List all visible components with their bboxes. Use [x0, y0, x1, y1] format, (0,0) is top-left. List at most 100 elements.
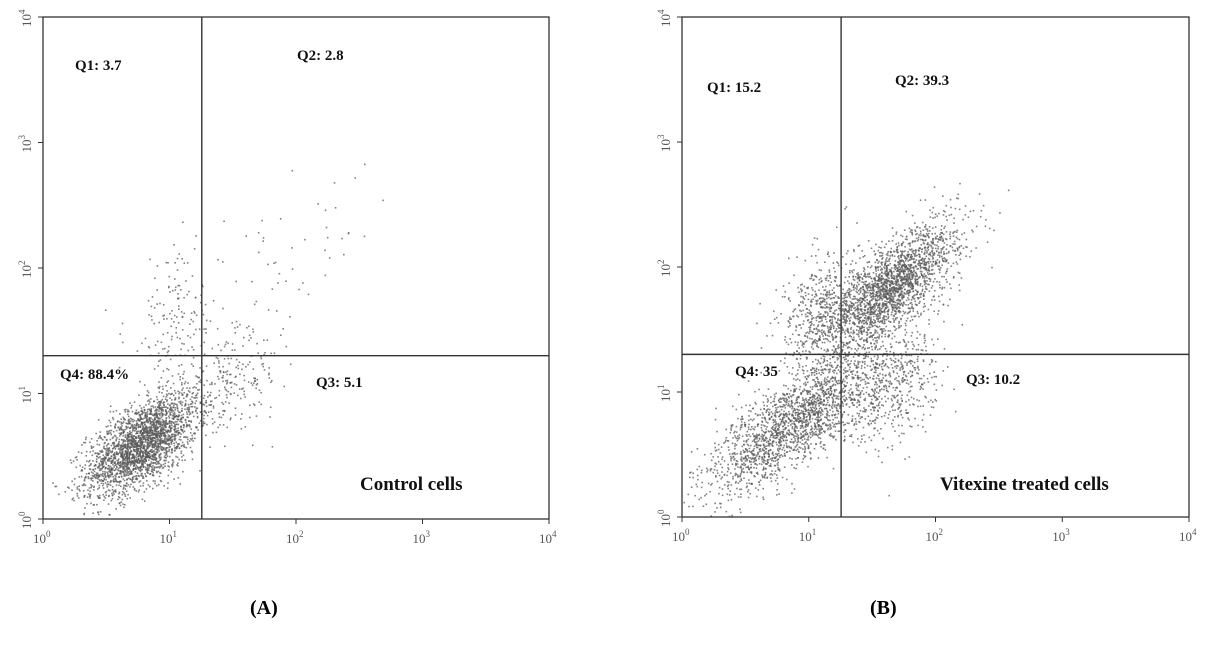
panel-a-event-point	[161, 446, 163, 448]
panel-a-event-point	[205, 319, 208, 322]
panel-a-event-point	[54, 485, 56, 488]
panel-a-event-point	[110, 451, 113, 454]
panel-a-event-point	[143, 427, 145, 429]
panel-a-event-point	[120, 464, 122, 467]
panel-a-event-point	[150, 461, 153, 463]
panel-a-event-point	[147, 391, 150, 394]
panel-a-event-point	[160, 458, 162, 460]
panel-a-event-point	[89, 464, 92, 466]
panel-b-event-point	[813, 395, 816, 397]
panel-a-event-point	[229, 418, 232, 421]
panel-a-event-point	[179, 376, 182, 378]
panel-a-event-point	[215, 396, 218, 399]
panel-b-event-point	[719, 502, 721, 505]
panel-a-event-point	[146, 471, 149, 473]
panel-b-event-point	[753, 475, 755, 477]
panel-b-event-point	[811, 411, 814, 413]
panel-b-event-point	[821, 428, 823, 430]
panel-a-event-point	[185, 425, 188, 428]
panel-b-event-point	[783, 397, 786, 400]
panel-b-event-point	[790, 395, 793, 398]
panel-a-event-point	[174, 434, 176, 436]
panel-a-event-point	[129, 463, 132, 466]
panel-b-event-point	[753, 435, 755, 438]
panel-a-event-point	[154, 433, 157, 436]
panel-a-event-point	[98, 456, 100, 459]
panel-b-event-point	[809, 452, 812, 455]
panel-a-event-point	[185, 421, 187, 424]
panel-a-event-point	[263, 339, 265, 341]
panel-a-event-point	[245, 235, 247, 237]
panel-b-event-point	[768, 443, 770, 445]
panel-a-event-point	[176, 336, 179, 339]
panel-b-event-point	[736, 439, 739, 442]
panel-b-event-point	[801, 435, 804, 437]
panel-b-event-point	[718, 492, 720, 495]
panel-b-event-point	[812, 361, 814, 363]
panel-a-event-point	[146, 410, 149, 413]
panel-b-event-point	[767, 444, 769, 447]
panel-b-event-point	[784, 413, 786, 416]
panel-b-event-point	[841, 382, 843, 384]
panel-a-event-point	[252, 328, 254, 331]
panel-b-event-point	[756, 433, 758, 436]
panel-b-event-point	[849, 396, 851, 399]
panel-a-event-point	[148, 408, 150, 410]
panel-b-event-point	[844, 399, 847, 401]
panel-b-event-point	[740, 471, 743, 473]
panel-b-event-point	[737, 417, 739, 420]
panel-a-event-point	[101, 451, 103, 453]
panel-b-event-point	[771, 426, 774, 428]
panel-a-event-point	[81, 466, 84, 468]
panel-b-event-point	[770, 411, 773, 413]
panel-b-event-point	[859, 384, 861, 386]
panel-a-event-point	[147, 421, 149, 424]
panel-a-event-point	[170, 441, 173, 444]
panel-a-event-point	[138, 426, 140, 428]
panel-b-event-point	[803, 401, 806, 403]
panel-a-event-point	[100, 482, 103, 485]
panel-a-event-point	[133, 464, 135, 466]
panel-b-event-point	[736, 460, 739, 463]
panel-b-event-point	[863, 399, 865, 401]
panel-a-event-point	[145, 430, 147, 432]
panel-a-event-point	[218, 360, 220, 362]
panel-a-event-point	[141, 456, 144, 459]
panel-a-event-point	[107, 443, 110, 445]
panel-a-event-point	[118, 366, 121, 369]
panel-b-event-point	[843, 435, 846, 438]
panel-b-event-point	[724, 441, 727, 443]
panel-a-event-point	[111, 497, 114, 500]
panel-a-event-point	[97, 488, 99, 490]
panel-b-event-point	[741, 416, 743, 418]
panel-a-event-point	[218, 362, 220, 364]
panel-a-event-point	[158, 436, 161, 438]
panel-b-event-point	[780, 454, 783, 456]
panel-b-event-point	[764, 472, 767, 474]
panel-a-event-point	[165, 261, 168, 264]
panel-b-event-point	[827, 424, 830, 426]
panel-b-event-point	[804, 406, 807, 409]
panel-b-event-point	[845, 404, 848, 406]
panel-a-event-point	[145, 434, 147, 437]
panel-b-event-point	[839, 405, 841, 408]
panel-b-event-point	[725, 428, 727, 431]
panel-a-event-point	[141, 436, 144, 439]
panel-a-event-point	[137, 450, 140, 452]
panel-b-event-point	[773, 424, 775, 426]
panel-a-event-point	[210, 404, 212, 406]
panel-a-event-point	[154, 455, 156, 457]
panel-a-event-point	[102, 454, 105, 457]
panel-b-event-point	[813, 422, 816, 425]
panel-a-event-point	[132, 445, 134, 448]
panel-b-event-point	[763, 446, 765, 449]
panel-b-event-point	[744, 460, 747, 462]
panel-b-event-point	[807, 444, 810, 447]
panel-a-event-point	[123, 461, 126, 464]
panel-a-event-point	[157, 438, 160, 440]
panel-b-event-point	[774, 431, 777, 433]
panel-a-event-point	[116, 452, 118, 454]
panel-b-event-point	[751, 452, 753, 455]
panel-b-event-point	[778, 415, 781, 417]
panel-a-event-point	[80, 470, 83, 472]
